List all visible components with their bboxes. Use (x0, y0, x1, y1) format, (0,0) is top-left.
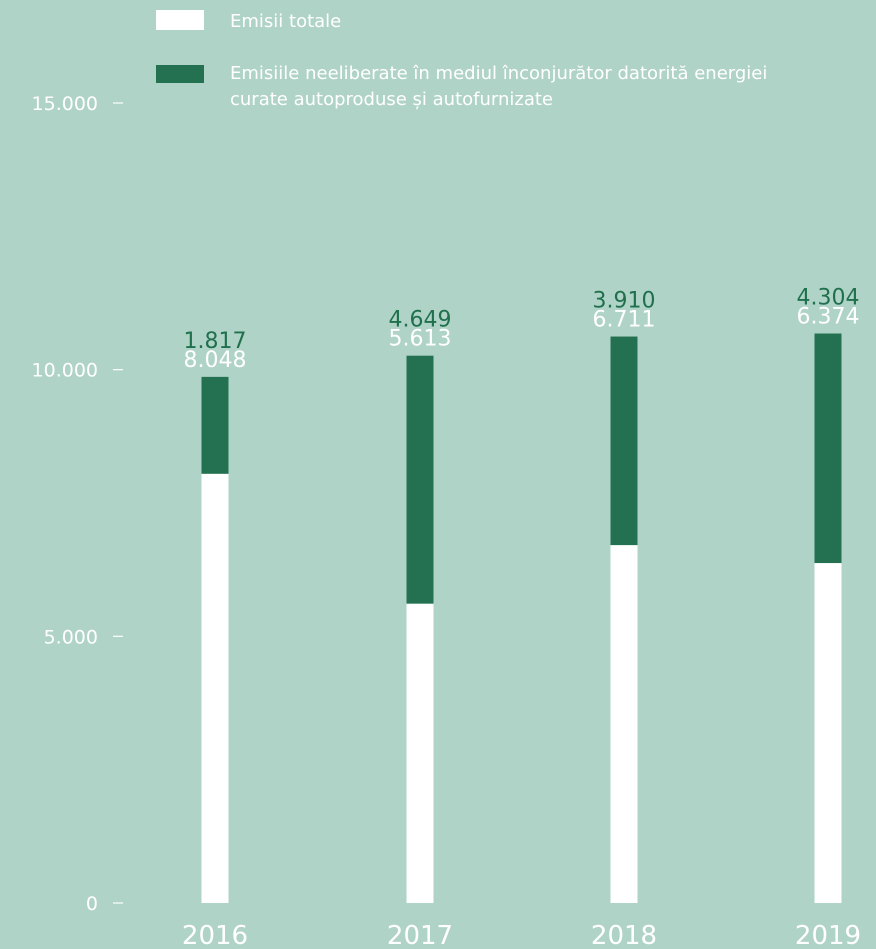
data-label-avoided-2017: 4.649 (389, 308, 452, 333)
y-axis: 0 5.000 10.000 15.000 (32, 93, 123, 915)
x-tick-label-2017: 2017 (387, 921, 453, 949)
bar-total-2016 (201, 473, 229, 903)
legend-label-avoided-line1: Emisiile neeliberate în mediul înconjură… (230, 63, 767, 84)
bar-total-2018 (610, 545, 638, 903)
y-tick-label: 15.000 (32, 93, 98, 115)
bar-avoided-2019 (814, 333, 842, 564)
data-label-total-2017: 5.613 (389, 327, 452, 352)
legend: Emisii totale Emisiile neeliberate în me… (156, 10, 767, 110)
legend-label-total: Emisii totale (230, 11, 341, 32)
x-tick-label-2019: 2019 (795, 921, 861, 949)
legend-swatch-avoided (156, 65, 204, 83)
data-label-avoided-2018: 3.910 (593, 289, 656, 314)
bar-avoided-2016 (201, 376, 229, 474)
legend-label-avoided-line2: curate autoproduse și autofurnizate (230, 89, 553, 110)
bar-avoided-2017 (406, 355, 434, 604)
data-label-total-2018: 6.711 (593, 308, 656, 333)
legend-swatch-total (156, 10, 204, 30)
data-label-total-2019: 6.374 (797, 305, 860, 330)
data-label-avoided-2016: 1.817 (184, 329, 247, 354)
data-label-total-2016: 8.048 (184, 348, 247, 373)
bar-avoided-2018 (610, 336, 638, 546)
x-tick-label-2018: 2018 (591, 921, 657, 949)
data-label-avoided-2019: 4.304 (797, 286, 860, 311)
y-tick-label: 0 (86, 893, 98, 915)
x-axis: 2016 2017 2018 2019 (182, 921, 861, 949)
x-tick-label-2016: 2016 (182, 921, 248, 949)
y-tick-label: 5.000 (44, 626, 98, 648)
bar-total-2017 (406, 603, 434, 903)
y-tick-label: 10.000 (32, 360, 98, 382)
bar-total-2019 (814, 563, 842, 903)
